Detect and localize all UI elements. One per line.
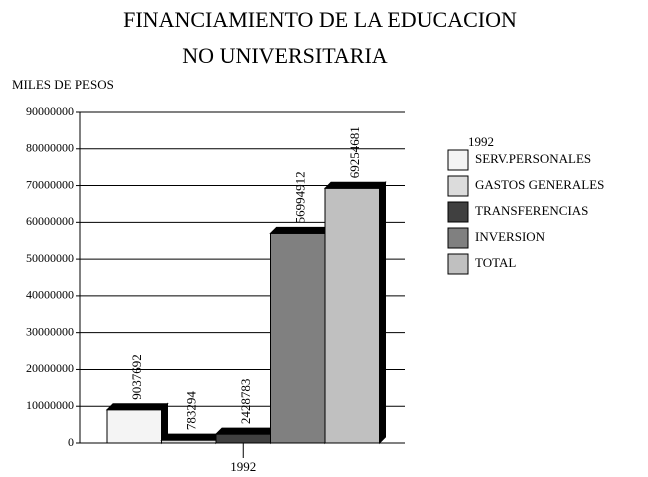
y-tick-label: 40000000 xyxy=(26,288,74,302)
value-label: 69254681 xyxy=(347,126,362,178)
bar xyxy=(270,232,326,444)
bar-side xyxy=(379,181,386,445)
y-tick-label: 60000000 xyxy=(26,214,74,228)
legend-label: GASTOS GENERALES xyxy=(475,177,604,192)
value-label: 9037692 xyxy=(129,354,144,400)
legend-swatch xyxy=(447,201,469,223)
y-axis-label: MILES DE PESOS xyxy=(12,77,114,92)
legend-label: INVERSION xyxy=(475,229,546,244)
legend-label: TRANSFERENCIAS xyxy=(475,203,588,218)
bar xyxy=(215,433,271,444)
y-tick-label: 20000000 xyxy=(26,361,74,375)
x-tick-label: 1992 xyxy=(230,459,256,474)
y-tick-label: 90000000 xyxy=(26,104,74,118)
legend-swatch xyxy=(447,149,469,171)
value-label: 56994912 xyxy=(293,171,308,223)
chart-title: FINANCIAMIENTO DE LA EDUCACION xyxy=(123,7,517,32)
chart-title: NO UNIVERSITARIA xyxy=(182,43,388,68)
legend-label: TOTAL xyxy=(475,255,516,270)
bar-top xyxy=(269,226,333,234)
y-tick-label: 80000000 xyxy=(26,141,74,155)
bar xyxy=(106,409,162,444)
legend-swatch xyxy=(447,175,469,197)
y-tick-label: 10000000 xyxy=(26,398,74,412)
legend-swatch xyxy=(447,253,469,275)
bar-top xyxy=(323,181,387,189)
legend-label: SERV.PERSONALES xyxy=(475,151,591,166)
bar-top xyxy=(214,427,278,435)
bar-top xyxy=(160,433,224,441)
legend-swatch xyxy=(447,227,469,249)
value-label: 2428783 xyxy=(238,379,253,425)
legend-title: 1992 xyxy=(468,134,494,149)
bar-top xyxy=(105,403,169,411)
bar xyxy=(324,187,380,444)
y-tick-label: 30000000 xyxy=(26,324,74,338)
value-label: 783294 xyxy=(184,391,199,431)
y-tick-label: 70000000 xyxy=(26,177,74,191)
y-tick-label: 50000000 xyxy=(26,251,74,265)
y-tick-label: 0 xyxy=(68,435,74,449)
